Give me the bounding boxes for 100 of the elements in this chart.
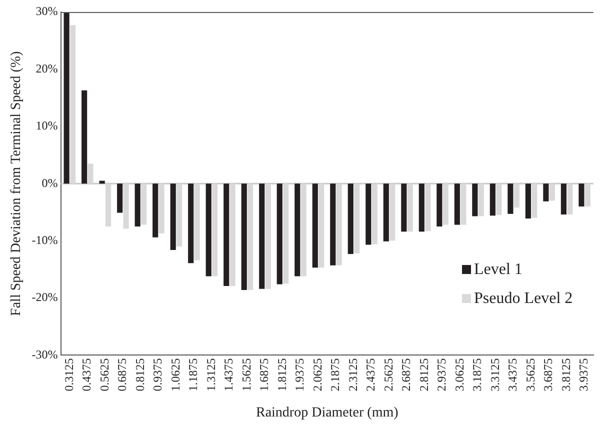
bar [64, 12, 70, 184]
bar [525, 184, 531, 218]
bar [578, 184, 584, 206]
bar [117, 184, 123, 213]
bar [490, 184, 496, 216]
bar [567, 184, 573, 214]
x-tick-label: 2.9375 [434, 358, 449, 392]
x-axis-title: Raindrop Diameter (mm) [256, 405, 399, 420]
bar [549, 184, 555, 201]
x-tick-label: 2.3125 [346, 358, 360, 392]
x-tick-label: 1.4375 [222, 358, 236, 392]
bar [454, 184, 460, 225]
x-tick-label: 3.9375 [576, 358, 591, 392]
x-tick-label: 0.9375 [150, 358, 165, 392]
bar [472, 184, 478, 216]
x-tick-label: 1.5625 [239, 358, 254, 392]
bar [508, 184, 514, 214]
bar [390, 184, 396, 241]
y-tick-label: 0% [42, 176, 58, 190]
bar [212, 184, 218, 276]
bar [478, 184, 484, 216]
x-tick-label: 1.6875 [257, 358, 272, 392]
x-tick-label: 2.4375 [364, 358, 378, 392]
bar [312, 184, 318, 268]
bar [224, 184, 230, 286]
bar [88, 164, 94, 184]
x-tick-label: 1.1875 [186, 358, 200, 392]
bar [70, 25, 76, 184]
x-tick-label: 3.6875 [541, 358, 556, 392]
bar [194, 184, 200, 260]
bar [366, 184, 372, 245]
bar [460, 184, 466, 225]
x-tick-label: 1.8125 [274, 358, 289, 392]
x-tick-label: 2.1875 [328, 358, 342, 392]
y-tick-label: 20% [36, 61, 58, 76]
x-tick-label: 3.8125 [558, 358, 573, 392]
bar [401, 184, 407, 232]
bar [283, 184, 289, 284]
y-axis-title: Fall Speed Deviation from Terminal Speed (%) [9, 50, 24, 316]
x-tick-label: 0.4375 [80, 358, 94, 392]
y-tick-label: -30% [32, 347, 58, 362]
bar [425, 184, 431, 232]
x-tick-label: 2.5625 [381, 358, 396, 392]
bar [123, 184, 129, 229]
legend-label: Level 1 [474, 260, 522, 280]
bar [560, 184, 566, 214]
bar [248, 184, 254, 290]
x-tick-label: 2.6875 [399, 358, 414, 392]
bar [496, 184, 502, 216]
bar [158, 184, 164, 234]
bar [348, 184, 354, 254]
bar [294, 184, 300, 276]
bar [543, 184, 549, 202]
bar [372, 184, 378, 244]
x-tick-label: 0.6875 [115, 358, 130, 392]
bar [418, 184, 424, 232]
bar [436, 184, 442, 226]
bar [188, 184, 194, 264]
bar [336, 184, 342, 266]
bar [300, 184, 306, 276]
bar [584, 184, 590, 206]
y-tick-label: -10% [32, 232, 58, 247]
x-tick-label: 1.9375 [292, 358, 307, 392]
bar [105, 184, 112, 226]
bar [330, 184, 336, 266]
y-tick-label: 30% [36, 4, 58, 18]
x-tick-label: 0.5625 [97, 358, 112, 392]
bar [99, 180, 105, 184]
legend-label: Pseudo Level 2 [474, 289, 573, 309]
bar [532, 184, 538, 218]
bar [276, 184, 282, 284]
bar [134, 184, 140, 226]
bar [141, 184, 147, 225]
bar [259, 184, 265, 289]
x-tick-label: 3.1875 [470, 358, 484, 392]
y-tick-label: -20% [32, 290, 58, 304]
bar [176, 184, 182, 247]
x-tick-label: 2.8125 [416, 358, 431, 392]
bar [152, 184, 158, 238]
x-tick-label: 1.0625 [168, 358, 182, 392]
x-tick-label: 2.0625 [310, 358, 324, 392]
bar [407, 184, 413, 232]
x-tick-label: 0.8125 [132, 358, 147, 392]
bar [318, 184, 324, 268]
bar [170, 184, 176, 250]
y-tick-label: 10% [36, 118, 58, 133]
bar [265, 184, 271, 289]
x-tick-label: 1.3125 [204, 358, 218, 392]
x-tick-label: 3.4375 [506, 358, 520, 392]
bar [442, 184, 448, 225]
bar [514, 184, 520, 208]
x-tick-label: 0.3125 [62, 358, 76, 392]
bar [82, 90, 88, 184]
x-tick-label: 3.5625 [523, 358, 538, 392]
bar [241, 184, 247, 290]
bar [206, 184, 212, 276]
bar [354, 184, 360, 254]
x-tick-label: 3.0625 [452, 358, 466, 392]
bar [383, 184, 389, 242]
x-tick-label: 3.3125 [488, 358, 502, 392]
